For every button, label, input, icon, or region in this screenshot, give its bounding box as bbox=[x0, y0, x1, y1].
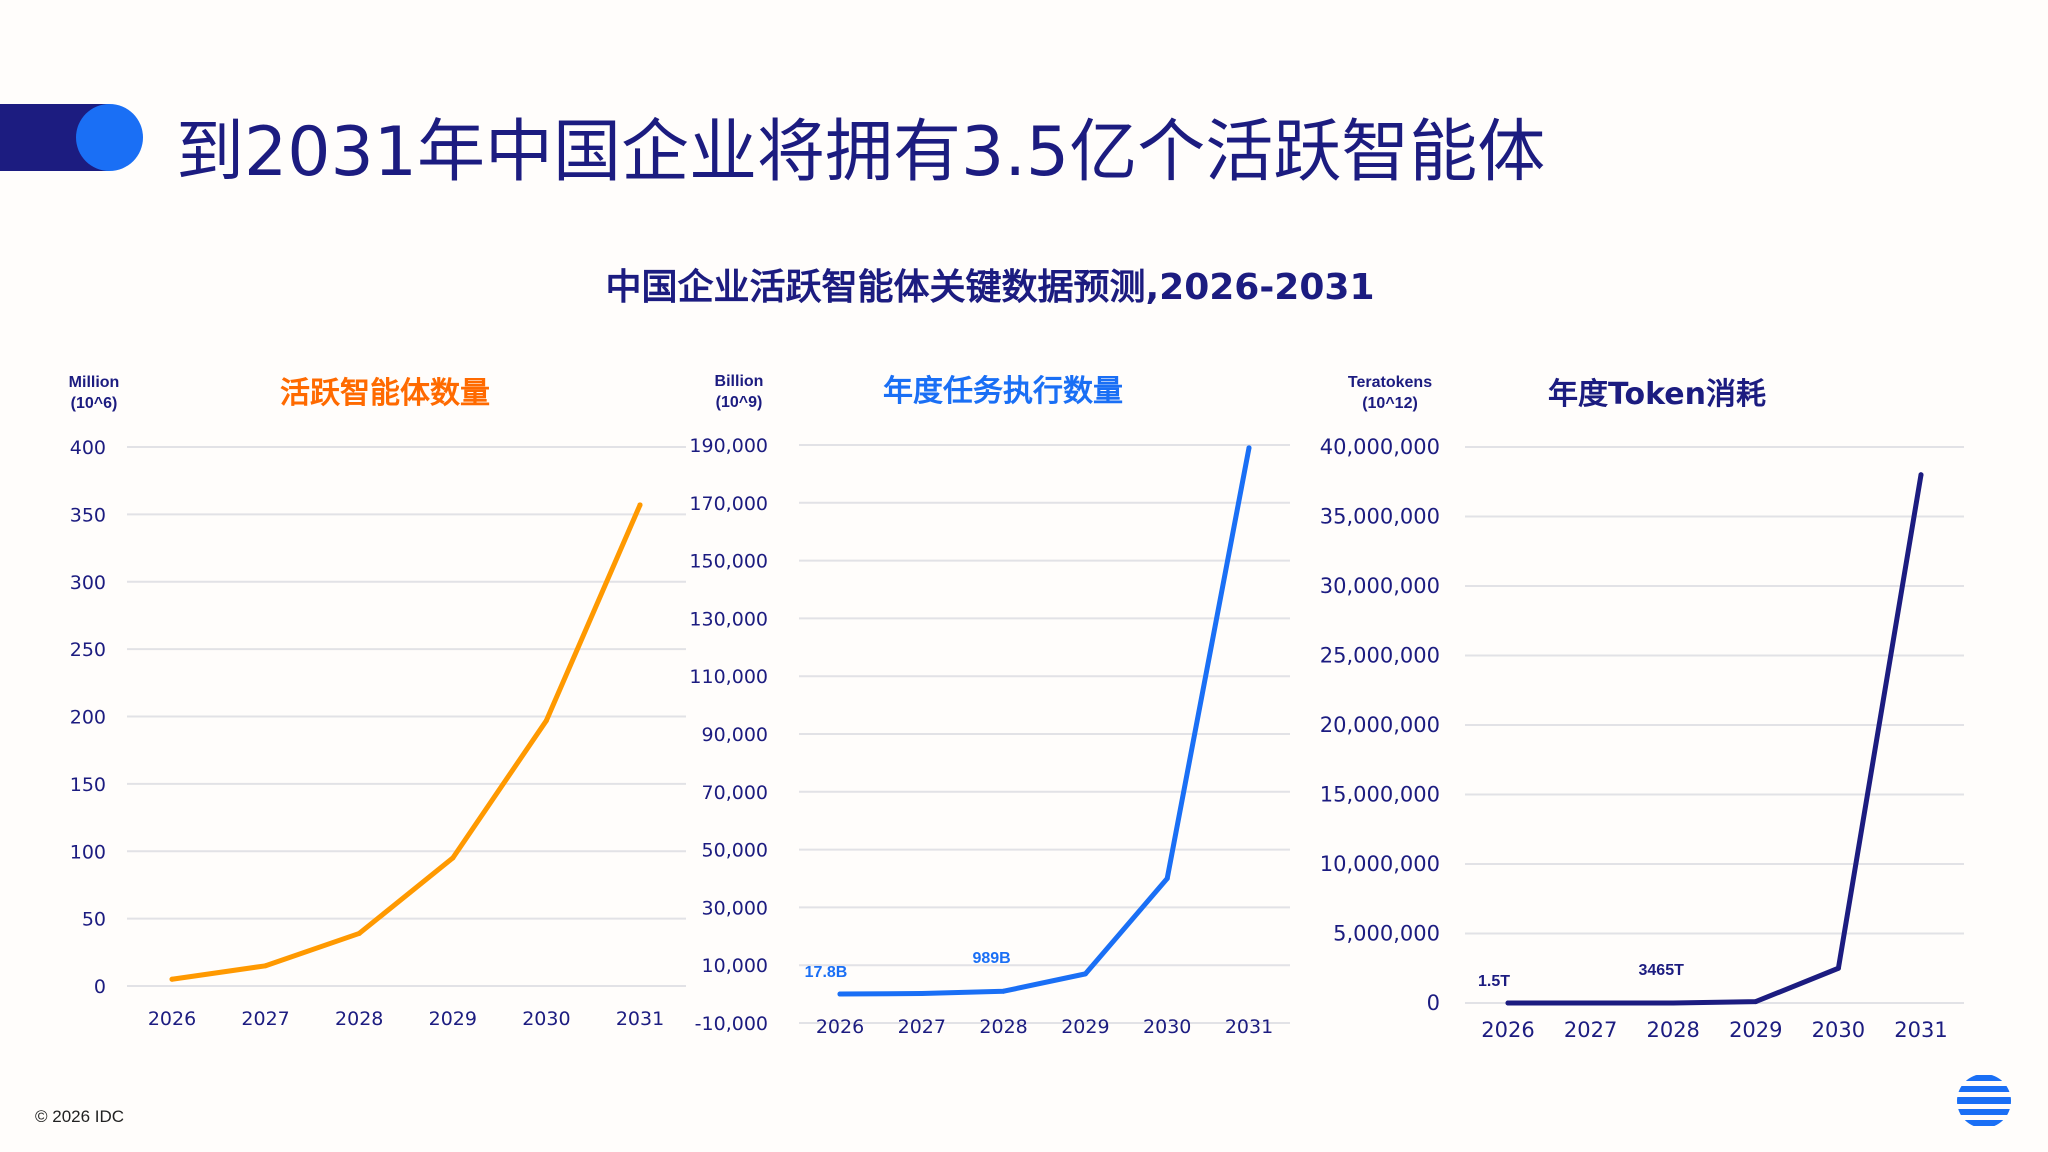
data-label: 3465T bbox=[1639, 962, 1685, 979]
idc-logo-icon bbox=[1957, 1075, 2011, 1126]
y-tick-label: 400 bbox=[70, 437, 106, 459]
data-point bbox=[919, 991, 925, 997]
data-point bbox=[1505, 1000, 1511, 1006]
chart-1: 活跃智能体数量 Million (10^6) 0 50 100 150 200 250 300 35… bbox=[69, 374, 686, 1030]
data-point bbox=[837, 991, 843, 997]
y-tick-label: 30,000,000 bbox=[1320, 574, 1440, 598]
data-point bbox=[1588, 1000, 1594, 1006]
chart-2: 年度任务执行数量 Billion (10^9) -10,000 10,000 30,000… bbox=[689, 373, 1290, 1038]
data-point bbox=[1082, 971, 1088, 977]
data-label: 989B bbox=[972, 950, 1010, 967]
chart-3: 年度Token消耗 Teratokens (10^12) 0 5,000,000 10,0… bbox=[1320, 374, 1964, 1042]
y-axis-unit-label: Billion bbox=[715, 373, 764, 390]
y-tick-label: 25,000,000 bbox=[1320, 644, 1440, 668]
chart-title: 年度任务执行数量 bbox=[883, 374, 1123, 409]
x-tick-label: 2030 bbox=[1143, 1016, 1191, 1038]
x-tick-label: 2030 bbox=[522, 1008, 570, 1030]
copyright: © 2026 IDC bbox=[35, 1107, 125, 1126]
y-tick-label: 50 bbox=[82, 909, 106, 931]
y-tick-label: 0 bbox=[1427, 991, 1440, 1015]
y-tick-label: 0 bbox=[94, 976, 106, 998]
x-tick-label: 2030 bbox=[1812, 1018, 1865, 1042]
chart-title: 活跃智能体数量 bbox=[280, 376, 490, 411]
y-tick-label: -10,000 bbox=[695, 1013, 768, 1035]
x-tick-label: 2028 bbox=[335, 1008, 383, 1030]
data-point bbox=[1164, 876, 1170, 881]
page-title: 到2031年中国企业将拥有3.5亿个活跃智能体 bbox=[176, 113, 1546, 192]
y-tick-label: 300 bbox=[70, 572, 106, 594]
chart-title: 年度Token消耗 bbox=[1548, 377, 1766, 412]
y-tick-label: 40,000,000 bbox=[1320, 435, 1440, 459]
y-axis-unit-label: (10^6) bbox=[71, 395, 118, 412]
y-tick-label: 90,000 bbox=[702, 724, 768, 746]
y-axis-unit-label: Teratokens bbox=[1348, 374, 1432, 391]
y-tick-label: 350 bbox=[70, 504, 106, 526]
x-tick-label: 2031 bbox=[616, 1008, 664, 1030]
y-tick-label: 150 bbox=[70, 774, 106, 796]
data-point bbox=[1835, 965, 1841, 971]
x-tick-label: 2028 bbox=[979, 1016, 1027, 1038]
x-tick-label: 2027 bbox=[898, 1016, 946, 1038]
y-tick-label: 35,000,000 bbox=[1320, 505, 1440, 529]
y-tick-label: 250 bbox=[70, 639, 106, 661]
data-point bbox=[1753, 999, 1759, 1005]
y-tick-label: 10,000,000 bbox=[1320, 852, 1440, 876]
y-tick-label: 150,000 bbox=[689, 551, 768, 573]
x-tick-label: 2027 bbox=[241, 1008, 289, 1030]
x-tick-label: 2031 bbox=[1225, 1016, 1273, 1038]
data-point bbox=[543, 718, 549, 724]
data-point bbox=[169, 976, 175, 982]
y-axis-unit-label: Million bbox=[69, 374, 120, 391]
x-tick-label: 2029 bbox=[1729, 1018, 1782, 1042]
header-accent-dot bbox=[76, 104, 143, 171]
x-tick-label: 2027 bbox=[1564, 1018, 1617, 1042]
x-tick-label: 2029 bbox=[429, 1008, 477, 1030]
series-line bbox=[1505, 472, 1924, 1006]
data-point bbox=[1001, 988, 1007, 994]
y-tick-label: 110,000 bbox=[689, 666, 768, 688]
data-point bbox=[356, 930, 362, 936]
y-tick-label: 100 bbox=[70, 841, 106, 863]
series-line bbox=[837, 445, 1252, 997]
x-tick-label: 2026 bbox=[148, 1008, 196, 1030]
y-tick-label: 10,000 bbox=[702, 955, 768, 977]
data-point bbox=[450, 855, 456, 861]
y-tick-label: 15,000,000 bbox=[1320, 783, 1440, 807]
y-tick-label: 130,000 bbox=[689, 608, 768, 630]
y-tick-label: 170,000 bbox=[689, 493, 768, 515]
data-label: 1.5T bbox=[1478, 973, 1510, 990]
y-tick-label: 30,000 bbox=[702, 897, 768, 919]
data-label: 17.8B bbox=[805, 964, 848, 981]
x-tick-label: 2028 bbox=[1646, 1018, 1699, 1042]
y-axis-unit-label: (10^9) bbox=[716, 394, 763, 411]
series-line bbox=[169, 502, 643, 982]
x-tick-label: 2031 bbox=[1894, 1018, 1947, 1042]
y-tick-label: 20,000,000 bbox=[1320, 713, 1440, 737]
data-point bbox=[1670, 1000, 1676, 1006]
y-tick-label: 70,000 bbox=[702, 782, 768, 804]
y-tick-label: 50,000 bbox=[702, 840, 768, 862]
data-point bbox=[263, 963, 269, 969]
y-axis-unit-label: (10^12) bbox=[1362, 395, 1418, 412]
chart-group-title: 中国企业活跃智能体关键数据预测,2026-2031 bbox=[605, 267, 1375, 308]
y-tick-label: 190,000 bbox=[689, 435, 768, 457]
x-tick-label: 2026 bbox=[1481, 1018, 1534, 1042]
data-point bbox=[1918, 472, 1924, 478]
data-point bbox=[1246, 445, 1252, 451]
y-tick-label: 5,000,000 bbox=[1333, 922, 1440, 946]
y-tick-label: 200 bbox=[70, 707, 106, 729]
x-tick-label: 2026 bbox=[816, 1016, 864, 1038]
x-tick-label: 2029 bbox=[1061, 1016, 1109, 1038]
data-point bbox=[637, 502, 643, 508]
